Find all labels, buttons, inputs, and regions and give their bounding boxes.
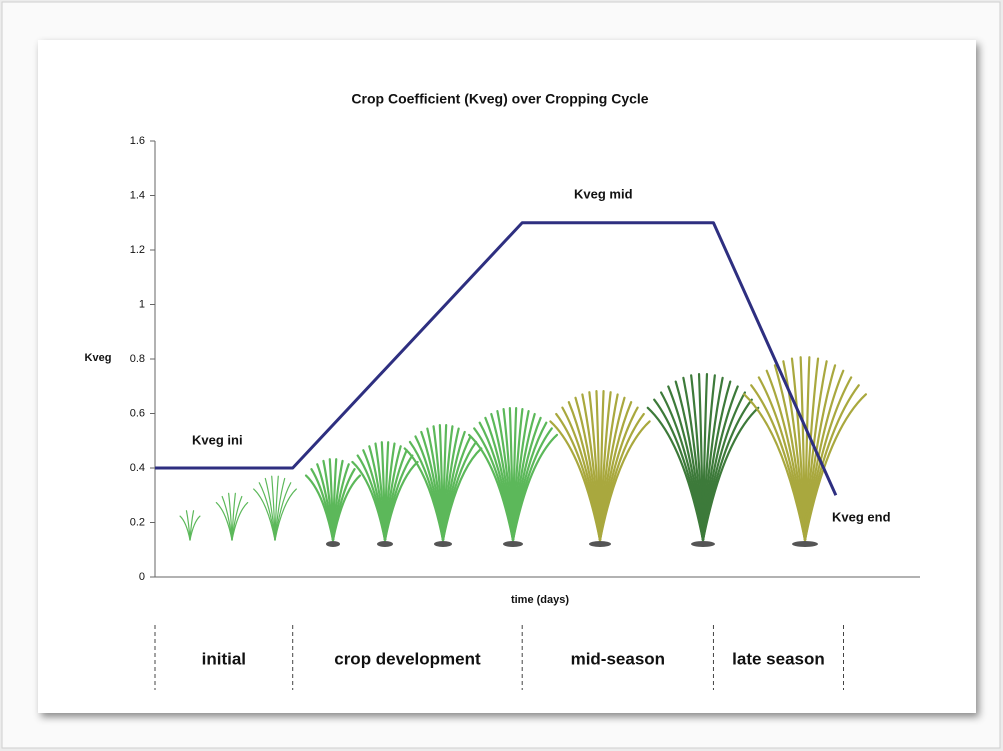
plant-root [589,541,611,547]
plant-leaf [189,515,201,541]
annotation: Kveg mid [574,186,633,201]
plant-root [326,541,340,547]
plant-leaf [511,433,559,542]
plant-root [792,541,818,547]
plant-leaf [701,406,760,542]
card [38,40,976,713]
plant-leaf [441,447,483,542]
plant-leaf [803,393,868,542]
plant-leaf [331,474,362,542]
stage-label: crop development [334,649,481,668]
y-tick-label: 0.8 [130,353,145,365]
stage-label: initial [202,649,246,668]
annotation: Kveg ini [192,432,243,447]
y-tick-label: 1.2 [130,244,145,256]
y-tick-label: 1 [139,298,145,310]
plant-root [434,541,452,547]
y-tick-label: 1.4 [130,189,145,201]
plant-illustrations [179,356,868,547]
y-tick-label: 0.6 [130,407,145,419]
y-tick-label: 0 [139,571,145,583]
stage-label: late season [732,649,825,668]
plant-leaf [274,488,297,541]
plant-leaf [598,420,651,542]
annotation: Kveg end [832,509,891,524]
y-tick-label: 1.6 [130,135,145,147]
x-axis-label: time (days) [511,594,569,606]
plant-leaf [231,501,249,541]
y-tick-label: 0.2 [130,516,145,528]
plant-root [691,541,715,547]
plant-root [503,541,523,547]
y-axis-label: Kveg [85,352,112,364]
plant-leaf [383,460,419,542]
y-tick-label: 0.4 [130,462,145,474]
chart-title: Crop Coefficient (Kveg) over Cropping Cy… [351,91,648,107]
data-line [155,221,838,496]
stage-label: mid-season [571,649,665,668]
plant-root [377,541,393,547]
